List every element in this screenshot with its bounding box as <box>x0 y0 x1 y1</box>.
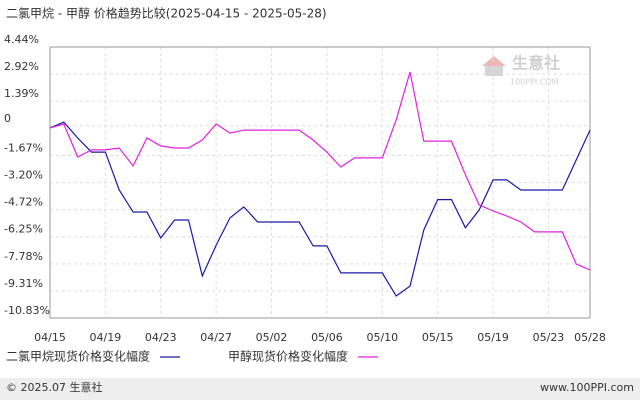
x-tick-label: 05/15 <box>422 331 454 344</box>
watermark-name: 生意社 <box>512 54 560 73</box>
y-tick-label: 1.39% <box>4 87 39 100</box>
y-tick-label: 0 <box>4 112 11 125</box>
x-tick-label: 04/15 <box>34 331 66 344</box>
watermark-site: 100PPI.COM <box>510 78 559 87</box>
y-tick-label: -3.20% <box>4 169 43 182</box>
x-tick-label: 04/19 <box>90 331 122 344</box>
legend-label: 二氯甲烷现货价格变化幅度 <box>6 349 150 364</box>
y-tick-label: -9.31% <box>4 277 43 290</box>
series-line <box>49 121 591 297</box>
x-tick-label: 05/10 <box>366 331 398 344</box>
y-tick-label: 4.44% <box>4 33 39 46</box>
legend-label: 甲醇现货价格变化幅度 <box>228 349 348 364</box>
footer-left: © 2025.07 生意社 <box>6 380 102 394</box>
y-tick-label: -7.78% <box>4 250 43 263</box>
y-tick-label: -4.72% <box>4 196 43 209</box>
watermark: 生意社 100PPI.COM <box>482 54 560 87</box>
x-tick-label: 05/28 <box>574 331 606 344</box>
y-tick-label: 2.92% <box>4 60 39 73</box>
plot-border <box>49 46 591 319</box>
x-tick-label: 04/27 <box>200 331 232 344</box>
x-tick-label: 05/23 <box>533 331 565 344</box>
x-tick-label: 05/19 <box>477 331 509 344</box>
y-tick-label: -10.83% <box>4 304 50 317</box>
x-tick-label: 05/06 <box>311 331 343 344</box>
chart-title: 二氯甲烷 - 甲醇 价格趋势比较(2025-04-15 - 2025-05-28… <box>6 6 327 21</box>
y-tick-label: -6.25% <box>4 223 43 236</box>
y-tick-label: -1.67% <box>4 141 43 154</box>
footer-bar <box>0 378 640 400</box>
x-tick-label: 04/23 <box>145 331 177 344</box>
x-tick-label: 05/02 <box>256 331 288 344</box>
footer-right: www.100PPI.com <box>540 381 634 394</box>
series-line <box>49 71 591 271</box>
